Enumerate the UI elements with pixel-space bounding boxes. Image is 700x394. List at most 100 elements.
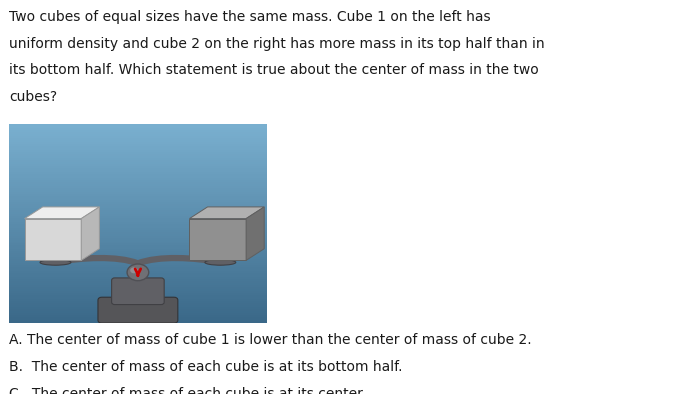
- Bar: [9, 198, 267, 200]
- Bar: [9, 297, 267, 299]
- Bar: [9, 253, 267, 255]
- Bar: [9, 317, 267, 319]
- Bar: [9, 277, 267, 279]
- Bar: [9, 193, 267, 196]
- Polygon shape: [25, 207, 99, 219]
- Bar: [9, 291, 267, 293]
- Bar: [9, 174, 267, 176]
- Bar: [9, 156, 267, 158]
- Bar: [9, 321, 267, 323]
- Ellipse shape: [40, 260, 71, 265]
- Bar: [9, 204, 267, 206]
- Bar: [9, 319, 267, 321]
- Bar: [9, 186, 267, 188]
- Bar: [9, 148, 267, 150]
- Bar: [9, 313, 267, 315]
- Bar: [9, 154, 267, 156]
- Text: Two cubes of equal sizes have the same mass. Cube 1 on the left has: Two cubes of equal sizes have the same m…: [9, 10, 491, 24]
- Bar: [9, 261, 267, 263]
- Text: A. The center of mass of cube 1 is lower than the center of mass of cube 2.: A. The center of mass of cube 1 is lower…: [9, 333, 532, 347]
- FancyBboxPatch shape: [98, 297, 178, 323]
- Bar: [9, 265, 267, 268]
- Bar: [9, 303, 267, 305]
- Bar: [9, 142, 267, 144]
- Bar: [9, 279, 267, 281]
- Bar: [9, 162, 267, 164]
- Bar: [9, 236, 267, 238]
- Bar: [9, 132, 267, 134]
- Text: its bottom half. Which statement is true about the center of mass in the two: its bottom half. Which statement is true…: [9, 63, 539, 78]
- Bar: [9, 293, 267, 295]
- Bar: [9, 134, 267, 136]
- FancyBboxPatch shape: [111, 278, 164, 305]
- Bar: [9, 315, 267, 317]
- Polygon shape: [190, 207, 264, 219]
- Bar: [9, 212, 267, 214]
- Bar: [9, 259, 267, 261]
- Bar: [9, 295, 267, 297]
- Bar: [9, 225, 267, 228]
- Bar: [9, 146, 267, 148]
- Bar: [9, 184, 267, 186]
- Polygon shape: [246, 207, 264, 260]
- Bar: [9, 166, 267, 168]
- Text: uniform density and cube 2 on the right has more mass in its top half than in: uniform density and cube 2 on the right …: [9, 37, 545, 51]
- Bar: [9, 289, 267, 291]
- Bar: [9, 214, 267, 216]
- Bar: [9, 170, 267, 172]
- Bar: [9, 249, 267, 251]
- Bar: [9, 160, 267, 162]
- Bar: [9, 271, 267, 273]
- Bar: [9, 275, 267, 277]
- Bar: [9, 206, 267, 208]
- Bar: [9, 191, 267, 194]
- Bar: [9, 238, 267, 240]
- Bar: [9, 130, 267, 132]
- Polygon shape: [81, 207, 99, 260]
- Bar: [9, 150, 267, 152]
- Bar: [9, 158, 267, 160]
- Bar: [9, 285, 267, 287]
- Polygon shape: [25, 219, 81, 260]
- Bar: [9, 152, 267, 154]
- Bar: [9, 140, 267, 142]
- Bar: [9, 227, 267, 230]
- Bar: [9, 307, 267, 309]
- Bar: [9, 283, 267, 285]
- Bar: [9, 219, 267, 221]
- Bar: [9, 287, 267, 289]
- Bar: [9, 176, 267, 178]
- Bar: [9, 196, 267, 198]
- Bar: [9, 281, 267, 283]
- Bar: [9, 168, 267, 170]
- Bar: [9, 178, 267, 180]
- Bar: [9, 242, 267, 243]
- Bar: [9, 138, 267, 140]
- Bar: [9, 263, 267, 266]
- Bar: [9, 202, 267, 204]
- Bar: [9, 164, 267, 166]
- Bar: [9, 182, 267, 184]
- Ellipse shape: [205, 260, 236, 265]
- Bar: [9, 190, 267, 192]
- Bar: [9, 269, 267, 271]
- Bar: [9, 251, 267, 253]
- Bar: [9, 216, 267, 217]
- Bar: [9, 231, 267, 234]
- Text: C.  The center of mass of each cube is at its center.: C. The center of mass of each cube is at…: [9, 387, 366, 394]
- Bar: [9, 180, 267, 182]
- Bar: [9, 299, 267, 301]
- Bar: [9, 245, 267, 247]
- Bar: [9, 305, 267, 307]
- Bar: [9, 301, 267, 303]
- Bar: [9, 208, 267, 210]
- Bar: [9, 267, 267, 269]
- Bar: [9, 223, 267, 226]
- Bar: [9, 144, 267, 146]
- Bar: [9, 124, 267, 126]
- Bar: [9, 311, 267, 313]
- Polygon shape: [190, 219, 246, 260]
- Text: cubes?: cubes?: [9, 90, 57, 104]
- Bar: [9, 233, 267, 236]
- Bar: [9, 188, 267, 190]
